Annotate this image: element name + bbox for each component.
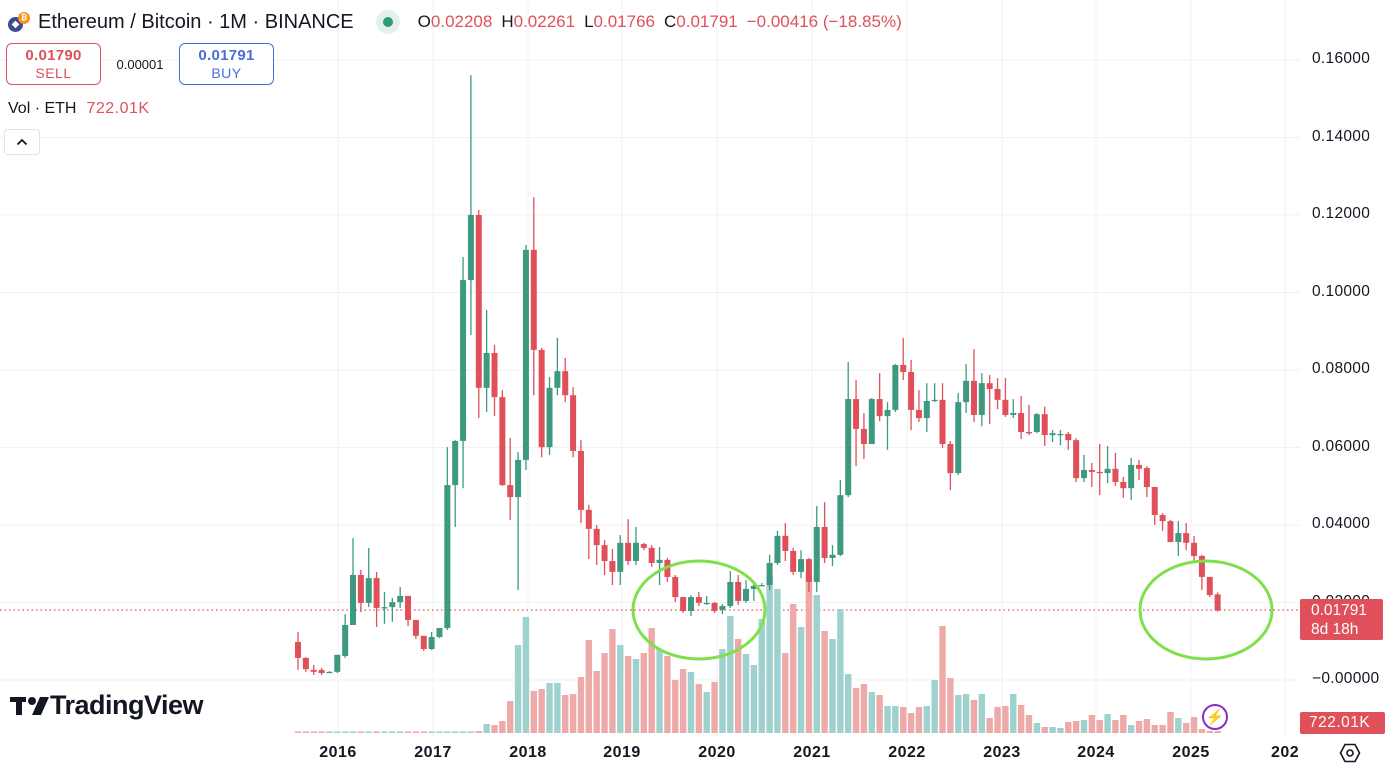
time-axis-label: 2018 <box>509 744 547 761</box>
time-axis-label: 2019 <box>603 744 641 761</box>
time-axis-label: 2021 <box>793 744 831 761</box>
market-open-dot-icon <box>375 10 400 34</box>
change-value: −0.00416 (−18.85%) <box>746 12 902 31</box>
spread-value: 0.00001 <box>116 56 164 72</box>
high-label: H <box>501 12 514 31</box>
chevron-up-icon <box>16 138 28 146</box>
volume-tag: 722.01K <box>1300 712 1385 734</box>
grid-lines <box>0 0 1300 738</box>
sell-price: 0.01790 <box>25 47 82 64</box>
high-value: 0.02261 <box>513 12 576 31</box>
bitcoin-icon: ₿ <box>18 12 30 24</box>
time-axis-label: 2023 <box>983 744 1021 761</box>
price-axis-label: 0.08000 <box>1312 360 1371 377</box>
symbol-title[interactable]: Ethereum / Bitcoin · 1M · BINANCE <box>38 10 354 33</box>
open-label: O <box>417 12 431 31</box>
price-axis-label: 0.10000 <box>1312 282 1371 300</box>
close-value: 0.01791 <box>676 12 738 31</box>
bar-countdown: 8d 18h <box>1311 621 1359 638</box>
volume-legend[interactable]: Vol · ETH 722.01K <box>8 100 150 118</box>
low-value: 0.01766 <box>593 12 655 31</box>
sell-label: SELL <box>35 65 72 81</box>
open-value: 0.02208 <box>430 12 493 31</box>
price-axis-label: 0.12000 <box>1312 205 1371 222</box>
price-axis-label: 0.06000 <box>1312 437 1371 455</box>
low-label: L <box>584 12 594 31</box>
buy-button[interactable]: 0.01791 BUY <box>179 43 274 85</box>
buy-label: BUY <box>211 65 242 81</box>
lightning-icon[interactable]: ⚡ <box>1202 704 1228 730</box>
ohlc-values: O 0.02208 H 0.02261 L 0.01766 C 0.01791 −0.0… <box>418 12 902 32</box>
tradingview-logo-text: TradingView <box>50 690 204 720</box>
volume-bars <box>294 572 1221 733</box>
buy-price: 0.01791 <box>198 47 255 64</box>
volume-legend-label: Vol · ETH <box>8 100 77 117</box>
close-label: C <box>664 12 677 31</box>
tradingview-logo-icon <box>10 696 49 715</box>
volume-legend-value: 722.01K <box>86 100 150 117</box>
time-axis-label: 2020 <box>698 744 736 761</box>
eth-btc-pair-icon: ◆ ₿ <box>8 10 34 34</box>
time-axis-label: 2024 <box>1077 744 1115 761</box>
price-axis-label: 0.04000 <box>1312 515 1371 532</box>
tradingview-logo[interactable]: TradingView <box>10 690 204 721</box>
time-axis-label: 2016 <box>319 744 357 761</box>
price-candles <box>295 75 1221 675</box>
collapse-legend-button[interactable] <box>4 129 40 155</box>
settings-hexagon-icon[interactable] <box>1338 741 1362 765</box>
time-axis-label: 2025 <box>1172 744 1210 761</box>
price-axis-label: −0.00000 <box>1312 670 1380 687</box>
annotation-ellipses[interactable] <box>631 559 1274 661</box>
sell-button[interactable]: 0.01790 SELL <box>6 43 101 85</box>
trade-panel: 0.01790 SELL 0.00001 0.01791 BUY <box>6 43 274 85</box>
price-axis-label: 0.14000 <box>1312 127 1371 145</box>
time-axis-label: 2022 <box>888 744 926 761</box>
time-axis-label: 2026 <box>1271 744 1299 761</box>
annotation-ellipse[interactable] <box>1138 559 1274 661</box>
last-price-value: 0.01791 <box>1311 602 1368 619</box>
time-axis-label: 2017 <box>414 744 452 761</box>
last-price-tag: 0.01791 8d 18h <box>1300 599 1383 640</box>
annotation-ellipse[interactable] <box>631 559 767 661</box>
price-axis-label: 0.16000 <box>1312 50 1371 67</box>
